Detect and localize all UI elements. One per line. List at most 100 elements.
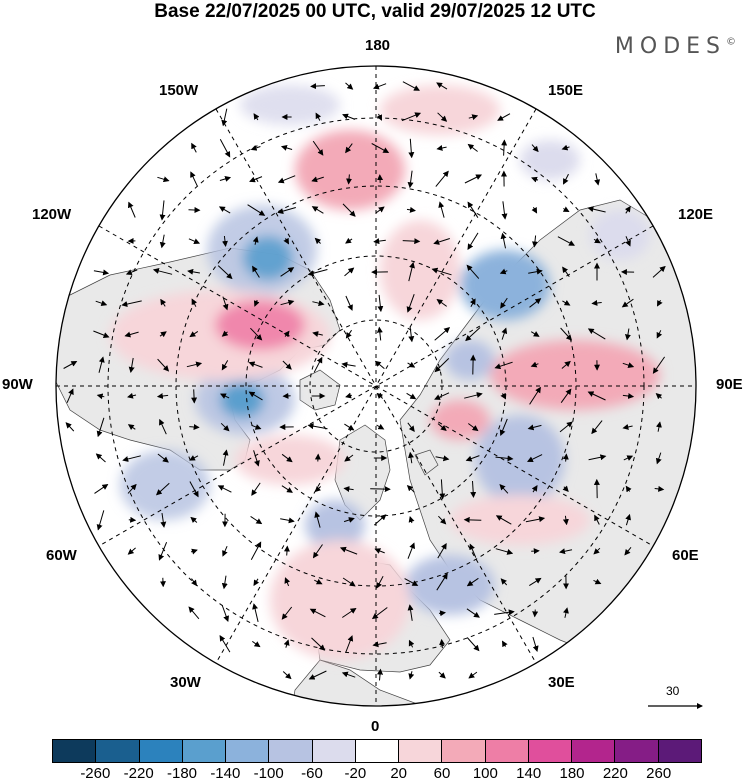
colorbar-tick-label: 260 [646,765,672,782]
wind-arrow [312,300,325,307]
wind-arrow [532,636,539,652]
wind-arrow [376,326,383,341]
wind-vectors [63,81,666,681]
wind-arrow [253,113,260,121]
wind-arrow [625,236,631,247]
wind-arrow [98,356,105,373]
lon-label-120e: 120E [678,206,714,223]
wind-arrow [283,545,290,556]
wind-arrow [247,204,266,216]
wind-arrow [408,326,415,343]
colorbar-bin [441,740,485,762]
wind-arrow [408,138,415,159]
wind-arrow [406,206,416,213]
wind-arrow [372,641,387,648]
positive-anomaly [270,540,410,660]
wind-arrow [469,543,477,558]
positive-anomaly-core [215,300,305,350]
wind-arrow [467,201,479,218]
colorbar-bin [95,740,139,762]
lon-label-90w: 90W [2,376,33,393]
wind-arrow [531,485,538,493]
wind-arrow [251,482,261,496]
wind-arrow [312,140,324,156]
wind-arrow [470,480,477,498]
wind-arrow [562,299,571,306]
wind-arrow [373,514,387,526]
wind-arrow [282,360,292,370]
wind-arrow [467,143,478,152]
wind-arrow [314,485,322,493]
wind-arrow [407,422,415,432]
wind-arrow [250,327,263,341]
wind-arrow [280,517,295,524]
negative-anomaly [475,415,565,505]
wind-arrow [345,295,353,311]
wind-arrow [128,357,135,373]
wind-arrow [433,238,450,245]
wind-arrow [500,297,508,309]
wind-arrow [159,234,166,249]
wind-arrow [372,83,387,90]
wind-arrow [525,516,546,523]
positive-anomaly [450,495,590,545]
colorbar-tick-label: -260 [80,765,111,782]
wind-arrow [160,513,167,528]
wind-arrow [438,201,445,218]
wind-arrow [252,265,260,278]
negative-anomaly [590,210,650,260]
wind-arrow [344,423,355,431]
wind-arrow [404,578,419,586]
wind-arrow [655,393,663,400]
wind-arrow [588,454,607,461]
wind-arrow [434,358,450,373]
wind-arrow [463,516,482,523]
wind-arrow [436,82,448,90]
wind-arrow [342,113,356,120]
wind-arrow [562,485,569,493]
wind-arrow [407,170,414,189]
wind-arrow [531,144,539,153]
wind-arrow [374,548,385,554]
wind-arrow [376,113,382,121]
wind-arrow [530,331,540,337]
wind-arrow [652,265,666,278]
wind-arrow [253,450,260,467]
wind-arrow [527,424,542,431]
wind-arrow [434,392,450,400]
wind-arrow [343,517,355,523]
wind-arrow [502,640,508,648]
wind-arrow [439,479,446,500]
wind-arrow [375,206,385,214]
wind-arrow [464,174,482,184]
wind-arrow [191,578,198,587]
wind-arrow [280,299,295,306]
colorbar-tick-label: -220 [123,765,154,782]
wind-arrow [282,671,292,680]
wind-arrow [156,393,169,399]
wind-arrow [191,298,198,307]
wind-arrow [283,330,290,338]
wind-arrow [157,453,169,463]
wind-arrow [277,175,296,184]
wind-arrow [283,639,290,648]
wind-arrow [465,455,480,462]
lon-label-150e: 150E [548,82,584,99]
wind-arrow [127,392,137,399]
colorbar-tick-label: 140 [516,765,542,782]
colorbar-bin [354,740,399,762]
wind-arrow [219,139,231,158]
wind-arrow [188,606,200,620]
wind-arrow [557,236,575,246]
wind-arrow [122,455,141,462]
wind-arrow [435,455,450,462]
wind-arrow [222,296,229,311]
wind-arrow [438,515,447,525]
wind-arrow [656,330,663,339]
wind-arrow [157,358,170,372]
copyright-mark: © [726,36,736,48]
wind-arrow [253,578,260,587]
wind-arrow [283,237,289,245]
wind-arrow [250,515,263,525]
wind-arrow [531,176,539,183]
